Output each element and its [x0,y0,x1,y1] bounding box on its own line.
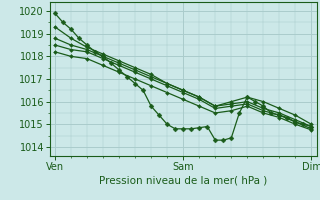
X-axis label: Pression niveau de la mer( hPa ): Pression niveau de la mer( hPa ) [99,176,267,186]
